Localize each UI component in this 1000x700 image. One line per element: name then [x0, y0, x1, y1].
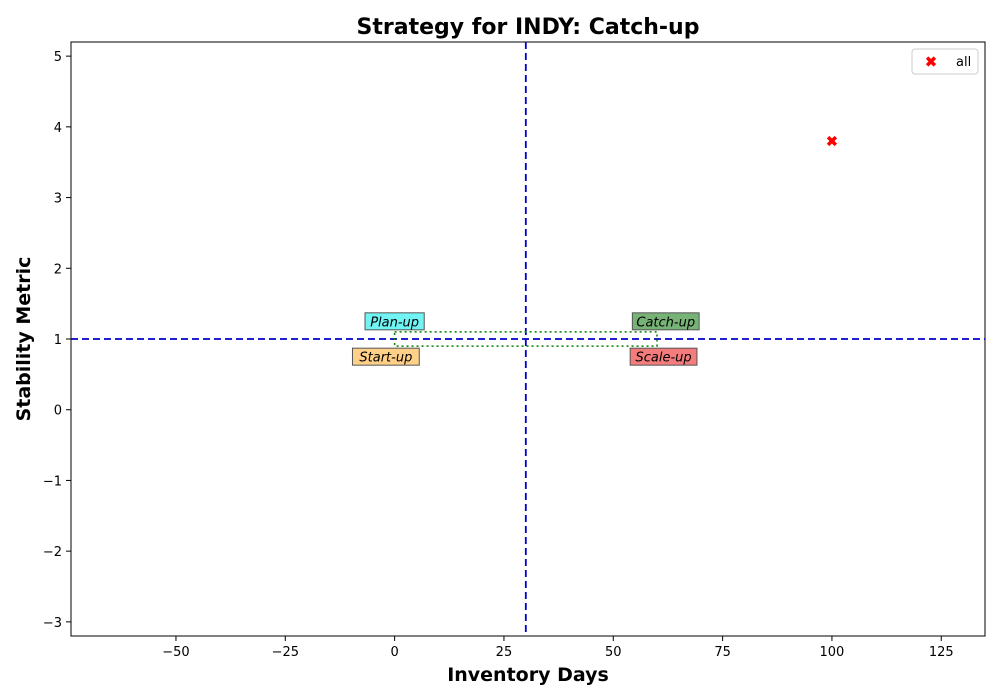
y-tick-label: 1: [54, 333, 62, 348]
y-tick-label: 0: [54, 404, 62, 419]
data-point-bar: [925, 56, 937, 67]
threshold-box: [393, 331, 658, 347]
chart-title: Strategy for INDY: Catch-up: [357, 15, 700, 40]
y-axis-label: Stability Metric: [13, 257, 35, 422]
x-tick-label: 125: [929, 645, 954, 660]
quadrant-label-text: Scale-up: [635, 351, 691, 366]
quadrant-label: Catch-up: [631, 312, 700, 331]
y-tick-label: 2: [54, 262, 62, 277]
y-tick-label: 3: [54, 192, 62, 207]
y-tick-label: 4: [54, 121, 62, 136]
quadrant-label-box: [631, 312, 700, 331]
x-axis-label: Inventory Days: [447, 664, 609, 686]
x-tick-label: 0: [390, 645, 398, 660]
quadrant-label-text: Start-up: [359, 351, 412, 366]
x-tick-label: 75: [714, 645, 731, 660]
quadrant-label-box: [364, 312, 425, 331]
quadrant-label-box: [351, 347, 420, 366]
quadrant-label-text: Catch-up: [636, 315, 695, 330]
x-tick-label: 25: [496, 645, 513, 660]
quadrant-label-box: [629, 347, 698, 366]
x-tick-label: 50: [605, 645, 622, 660]
x-tick-label: 100: [820, 645, 845, 660]
x-tick-label: −25: [272, 645, 299, 660]
y-tick-label: −1: [43, 474, 62, 489]
data-point: [826, 135, 838, 147]
y-tick-label: −2: [43, 545, 62, 560]
quadrant-label-text: Plan-up: [370, 315, 419, 330]
data-point-bar: [826, 135, 838, 147]
quadrant-label: Plan-up: [364, 312, 425, 331]
legend-marker: [925, 56, 937, 67]
legend: all: [911, 48, 979, 75]
legend-entry: all: [956, 55, 971, 70]
quadrant-label: Scale-up: [629, 347, 698, 366]
y-tick-label: −3: [43, 616, 62, 631]
x-tick-label: −50: [162, 645, 189, 660]
plot-area: −50 −25 0 25 50 75 100 125 −3 −2 −1 0 1 2 3 4 5 Plan-up Ca…: [43, 41, 986, 660]
legend-box: [911, 48, 979, 75]
quadrant-label: Start-up: [351, 347, 420, 366]
y-tick-label: 5: [54, 50, 62, 65]
